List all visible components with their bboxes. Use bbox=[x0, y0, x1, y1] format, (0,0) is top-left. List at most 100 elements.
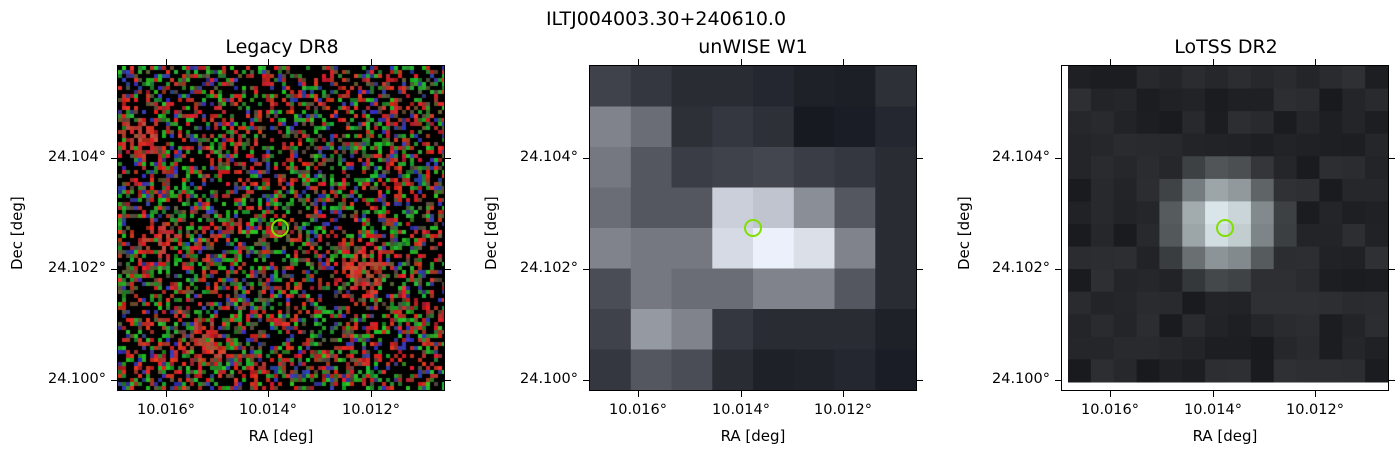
image-pixel bbox=[1090, 336, 1115, 360]
image-pixel bbox=[1205, 178, 1229, 202]
image-pixel bbox=[590, 147, 632, 188]
image-pixel bbox=[1319, 246, 1343, 270]
image-pixel bbox=[1250, 246, 1275, 270]
image-pixel bbox=[1090, 156, 1115, 180]
image-pixel bbox=[1273, 133, 1298, 157]
xtick bbox=[166, 391, 167, 397]
image-pixel bbox=[1365, 224, 1388, 248]
ytick-label: 24.100° bbox=[48, 371, 106, 387]
image-pixel bbox=[1319, 156, 1343, 180]
image-pixel bbox=[1090, 133, 1115, 157]
image-pixel bbox=[1250, 88, 1275, 112]
image-pixel bbox=[630, 309, 673, 350]
image-pixel bbox=[834, 147, 876, 188]
image-pixel bbox=[1250, 133, 1275, 157]
image-pixel bbox=[712, 106, 754, 148]
image-pixel bbox=[1136, 359, 1160, 383]
image-pixel bbox=[1136, 291, 1160, 315]
image-pixel bbox=[1365, 314, 1388, 338]
image-pixel bbox=[1228, 178, 1252, 202]
image-pixel bbox=[1068, 291, 1092, 315]
ytick bbox=[111, 380, 117, 381]
ytick-right bbox=[917, 380, 923, 381]
image-pixel bbox=[1319, 111, 1343, 135]
image-pixel bbox=[630, 349, 673, 390]
image-pixel bbox=[1182, 359, 1206, 383]
source-marker bbox=[744, 219, 762, 237]
image-pixel bbox=[1228, 314, 1252, 338]
ytick bbox=[1055, 269, 1061, 270]
ytick-right bbox=[917, 269, 923, 270]
image-pixel bbox=[1342, 201, 1366, 225]
xtick-top bbox=[638, 59, 639, 65]
image-pixel bbox=[1159, 111, 1183, 135]
image-pixel bbox=[875, 309, 916, 350]
image-pixel bbox=[630, 106, 673, 148]
image-pixel bbox=[1090, 66, 1115, 90]
image-pixel bbox=[1068, 269, 1092, 293]
image-pixel bbox=[834, 268, 876, 310]
image-pixel bbox=[1342, 291, 1366, 315]
image-pixel bbox=[671, 349, 713, 390]
image-pixel bbox=[1319, 133, 1343, 157]
panel-title: unWISE W1 bbox=[698, 36, 808, 58]
image-pixel bbox=[1113, 336, 1138, 360]
image-pixel bbox=[671, 106, 713, 148]
image-pixel bbox=[1273, 111, 1298, 135]
image-pixel bbox=[1342, 178, 1366, 202]
image-pixel bbox=[1205, 88, 1229, 112]
image-pixel bbox=[793, 106, 836, 148]
image-pixel bbox=[590, 187, 632, 229]
image-pixel bbox=[1068, 156, 1092, 180]
image-pixel bbox=[1319, 178, 1343, 202]
image-pixel bbox=[875, 66, 916, 107]
image-pixel bbox=[1159, 291, 1183, 315]
image-pixel bbox=[753, 349, 795, 390]
ytick-right bbox=[1389, 269, 1395, 270]
image-pixel bbox=[1205, 133, 1229, 157]
xtick-top bbox=[1213, 59, 1214, 65]
panel-title: Legacy DR8 bbox=[225, 36, 339, 58]
image-pixel bbox=[1205, 66, 1229, 90]
image-pixel bbox=[834, 228, 876, 269]
image-pixel bbox=[1250, 291, 1275, 315]
image-pixel bbox=[1365, 359, 1388, 383]
image-pixel bbox=[1273, 201, 1298, 225]
image-pixel bbox=[1342, 66, 1366, 90]
ytick-right bbox=[445, 269, 451, 270]
image-frame bbox=[589, 65, 917, 391]
image-pixel bbox=[1113, 133, 1138, 157]
ytick-label: 24.102° bbox=[992, 260, 1050, 276]
image-pixel bbox=[1182, 314, 1206, 338]
image-pixel bbox=[1319, 336, 1343, 360]
image-pixel bbox=[1228, 291, 1252, 315]
image-pixel bbox=[1182, 291, 1206, 315]
xtick-label: 10.016° bbox=[1081, 402, 1139, 418]
image-pixel bbox=[1273, 269, 1298, 293]
image-pixel bbox=[590, 349, 632, 390]
image-pixel bbox=[834, 106, 876, 148]
image-pixel bbox=[1090, 291, 1115, 315]
image-pixel bbox=[1273, 359, 1298, 383]
image-pixel bbox=[1090, 359, 1115, 383]
xtick-top bbox=[166, 59, 167, 65]
image-pixel bbox=[1228, 66, 1252, 90]
image-pixel bbox=[1182, 66, 1206, 90]
image-pixel bbox=[630, 147, 673, 188]
xtick bbox=[638, 391, 639, 397]
image-pixel bbox=[1136, 111, 1160, 135]
ytick bbox=[583, 269, 589, 270]
image-frame bbox=[1061, 65, 1389, 391]
image-pixel bbox=[1228, 111, 1252, 135]
image-pixel bbox=[753, 268, 795, 310]
xtick-top bbox=[1110, 59, 1111, 65]
image-pixel bbox=[1136, 336, 1160, 360]
image-pixel bbox=[1113, 178, 1138, 202]
image-pixel bbox=[875, 228, 916, 269]
image-pixel bbox=[1250, 314, 1275, 338]
ytick-label: 24.102° bbox=[48, 260, 106, 276]
image-pixel bbox=[1182, 336, 1206, 360]
image-pixel bbox=[875, 147, 916, 188]
image-pixel bbox=[1273, 246, 1298, 270]
image-pixel bbox=[1068, 88, 1092, 112]
